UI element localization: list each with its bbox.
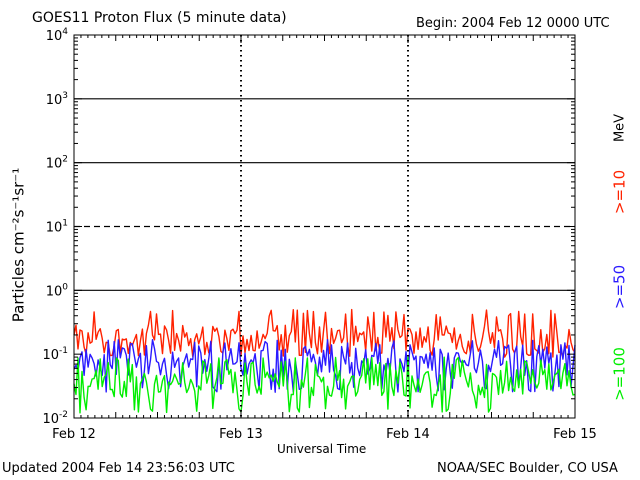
- x-tick-label: Feb 12: [52, 427, 96, 442]
- data-source: NOAA/SEC Boulder, CO USA: [437, 461, 618, 476]
- x-axis-label: Universal Time: [277, 442, 367, 456]
- y-tick-label: 103: [46, 91, 68, 108]
- y-tick-label: 102: [46, 155, 68, 172]
- y-tick-label: 10-1: [42, 346, 68, 363]
- begin-time: Begin: 2004 Feb 12 0000 UTC: [416, 16, 610, 31]
- chart-title: GOES11 Proton Flux (5 minute data): [32, 10, 287, 26]
- legend-series-50: >=50: [610, 264, 629, 310]
- series-line: [73, 308, 576, 358]
- y-tick-label: 10-2: [42, 410, 68, 427]
- y-tick-label: 101: [46, 219, 68, 236]
- updated-time: Updated 2004 Feb 14 23:56:03 UTC: [2, 461, 235, 476]
- x-tick-label: Feb 13: [219, 427, 263, 442]
- legend-series-10: >=10: [610, 169, 629, 215]
- x-tick-label: Feb 15: [553, 427, 597, 442]
- legend-series-100: >=100: [610, 347, 629, 401]
- y-tick-label: 104: [46, 27, 69, 44]
- y-tick-label: 100: [46, 282, 69, 299]
- x-tick-label: Feb 14: [386, 427, 430, 442]
- legend-unit: MeV: [612, 113, 628, 143]
- series-line: [73, 339, 576, 393]
- series-line: [73, 356, 576, 414]
